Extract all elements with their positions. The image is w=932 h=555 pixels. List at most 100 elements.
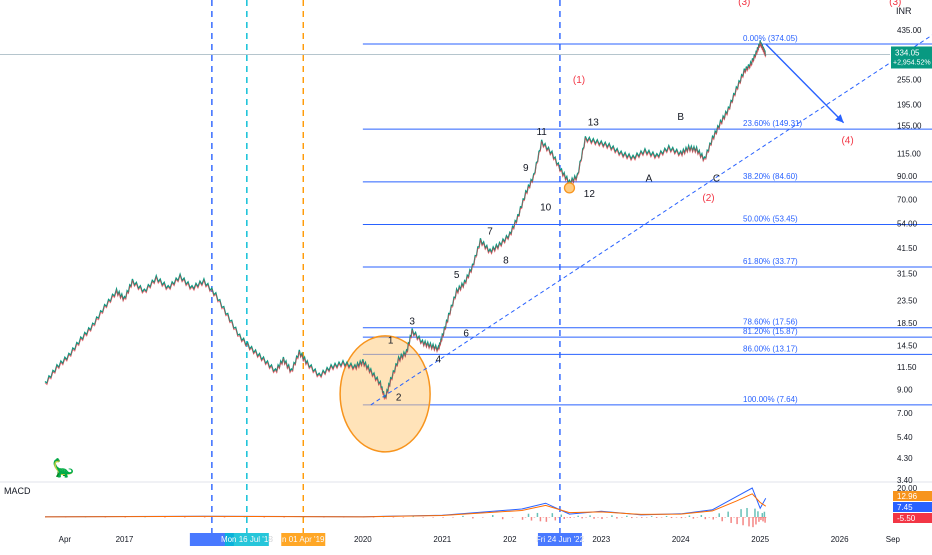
macd-hist-bar — [593, 517, 595, 519]
macd-hist-bar — [696, 517, 699, 518]
y-tick-19: 3.40 — [897, 476, 913, 485]
x-tick-8: 2023 — [592, 535, 610, 544]
macd-hist-bar — [760, 517, 762, 521]
currency-label[interactable]: INR — [896, 6, 912, 16]
wave-label-5: 6 — [463, 328, 469, 339]
y-tick-13: 14.50 — [897, 341, 918, 350]
macd-hist-bar — [762, 517, 765, 518]
x-tick-1: 2017 — [116, 535, 134, 544]
macd-hist-bar — [764, 517, 766, 523]
macd-hist-bar — [184, 517, 186, 518]
y-tick-15: 9.00 — [897, 386, 913, 395]
macd-hist-bar — [542, 517, 545, 518]
wave-label-15: C — [713, 173, 720, 184]
annotation-layer — [370, 34, 932, 406]
vertical-markers-layer — [211, 0, 561, 533]
fib-label-6: 81.20% (15.87) — [743, 327, 798, 336]
macd-signal-line — [44, 493, 767, 518]
macd-hist-bar — [756, 517, 758, 518]
x-tick-5: 2021 — [433, 535, 451, 544]
wave-label-10: 11 — [536, 127, 547, 138]
macd-hist-bar — [560, 514, 563, 517]
macd-hist-bar — [581, 517, 583, 519]
macd-hist-bar — [606, 517, 608, 518]
y-tick-12: 18.50 — [897, 319, 918, 328]
fib-label-2: 38.20% (84.60) — [743, 172, 798, 181]
date-badge-text-3: n 01 Apr '19 — [282, 535, 325, 544]
macd-hist-bar — [762, 517, 764, 522]
macd-hist-bar — [402, 517, 405, 518]
macd-hist-bar — [283, 517, 285, 518]
macd-badge-0: 12.96 — [897, 492, 918, 501]
y-tick-11: 23.50 — [897, 297, 918, 306]
macd-hist-bar — [746, 507, 748, 517]
wave-label-8: 9 — [523, 163, 529, 174]
macd-hist-bar — [765, 517, 767, 518]
macd-badge-bg-2 — [893, 513, 932, 523]
macd-hist-bar — [733, 517, 735, 518]
macd-hist-bar — [223, 517, 226, 518]
wave-label-14: B — [677, 112, 684, 123]
macd-hist-bar — [759, 517, 761, 518]
projection-arrow-head — [835, 114, 844, 123]
macd-hist-bar — [563, 517, 566, 519]
macd-hist-bar — [491, 515, 494, 517]
macd-hist-bar — [626, 515, 628, 517]
wave-label-17: (2) — [702, 193, 714, 204]
macd-hist-bar — [692, 517, 695, 519]
y-tick-16: 7.00 — [897, 409, 913, 418]
wave-label-9: 10 — [540, 203, 552, 214]
macd-hist-bar — [708, 517, 711, 518]
macd-hist-bar — [422, 517, 424, 518]
macd-hist-bar — [636, 517, 638, 518]
small-circle-marker — [563, 182, 576, 194]
y-tick-8: 54.00 — [897, 220, 918, 229]
macd-scale-0: 20.00 — [897, 484, 918, 493]
price-badge-price: 334.05 — [895, 48, 920, 57]
macd-hist-bar — [763, 511, 766, 517]
macd-hist-bar — [700, 514, 703, 517]
macd-hist-bar — [670, 517, 673, 519]
fib-label-7: 86.00% (13.17) — [743, 344, 798, 353]
y-tick-9: 41.50 — [897, 244, 918, 253]
macd-hist-bar — [688, 515, 691, 517]
macd-hist-bar — [566, 517, 568, 518]
y-tick-0: 435.00 — [897, 26, 922, 35]
macd-hist-bar — [589, 515, 591, 517]
macd-hist-bar — [263, 517, 266, 518]
macd-hist-bar — [432, 517, 434, 518]
macd-hist-bar — [736, 517, 738, 525]
macd-hist-bar — [611, 515, 613, 517]
macd-hist-bar — [730, 517, 732, 523]
macd-hist-bar — [753, 517, 755, 518]
macd-hist-bar — [631, 517, 633, 519]
macd-badge-2: -5.50 — [897, 514, 916, 523]
y-tick-4: 155.00 — [897, 122, 922, 131]
macd-hist-bar — [740, 509, 742, 517]
macd-hist-bar — [597, 517, 599, 518]
tradingview-logo-icon: 🦕 — [52, 458, 75, 478]
wave-label-6: 7 — [487, 226, 493, 237]
fib-label-3: 50.00% (53.45) — [743, 214, 798, 223]
macd-hist-bar — [744, 517, 746, 518]
macd-hist-bar — [501, 517, 504, 520]
macd-hist-bar — [660, 517, 663, 518]
macd-hist-bar — [462, 515, 464, 517]
macd-hist-bar — [472, 517, 474, 519]
macd-hist-bar — [712, 517, 714, 520]
macd-hist-bar — [724, 517, 726, 518]
badges-layer: 334.05 +2,954.52% 12.96 7.45 -5.50 — [891, 46, 932, 523]
fib-label-4: 61.80% (33.77) — [743, 257, 798, 266]
x-tick-9: 2024 — [672, 535, 690, 544]
wave-label-19: (3) — [889, 0, 901, 8]
price-layer — [44, 40, 767, 401]
macd-hist-bar — [621, 517, 623, 518]
macd-hist-bar — [650, 516, 653, 517]
macd-hist-bar — [738, 517, 740, 518]
macd-hist-bar — [452, 517, 454, 518]
macd-hist-bar — [754, 508, 756, 517]
macd-hist-bar — [715, 517, 717, 518]
macd-hist-bar — [551, 513, 554, 517]
